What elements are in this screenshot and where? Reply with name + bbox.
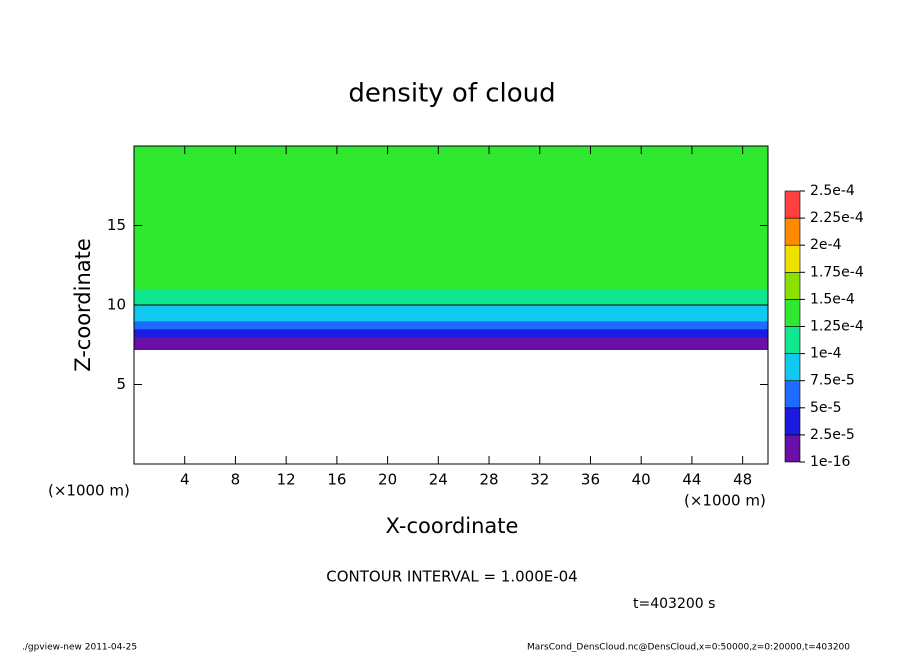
- x-tick-label: 4: [180, 471, 190, 489]
- x-tick-label: 36: [581, 471, 600, 489]
- field-band: [134, 328, 768, 338]
- colorbar-label: 1e-4: [810, 346, 842, 362]
- field-band: [134, 273, 768, 290]
- field-band: [134, 320, 768, 330]
- x-tick-label: 28: [479, 471, 498, 489]
- field-band: [134, 312, 768, 322]
- colorbar-label: 1e-16: [810, 454, 850, 470]
- colorbar-label: 2.25e-4: [810, 210, 864, 226]
- x-axis-label: X-coordinate: [386, 514, 519, 538]
- y-tick-label: 10: [107, 296, 126, 314]
- colorbar-segment: [784, 299, 801, 327]
- colorbar-label: 2.5e-4: [810, 183, 855, 199]
- field-band: [134, 209, 768, 242]
- field-band: [134, 305, 768, 314]
- field-band: [134, 146, 768, 179]
- x-unit: (×1000 m): [48, 482, 130, 500]
- field-band: [134, 241, 768, 274]
- y-tick-label: 5: [116, 375, 126, 393]
- x-tick-label: 16: [327, 471, 346, 489]
- colorbar-segment: [784, 271, 801, 300]
- colorbar-label: 1.75e-4: [810, 264, 864, 280]
- colorbar-segment: [784, 353, 801, 382]
- x-tick-label: 44: [682, 471, 701, 489]
- x-tick-label: 12: [277, 471, 296, 489]
- x-tick-label: 24: [429, 471, 448, 489]
- field-band: [134, 336, 768, 346]
- colorbar-label: 2.5e-5: [810, 427, 855, 443]
- y-axis-label: Z-coordinate: [71, 238, 95, 372]
- colorbar-segment: [784, 434, 801, 463]
- footer-left: ./gpview-new 2011-04-25: [22, 643, 137, 653]
- x-tick-label: 40: [632, 471, 651, 489]
- colorbar-segment: [784, 190, 801, 219]
- colorbar-label: 5e-5: [810, 400, 841, 416]
- field-band: [134, 289, 768, 306]
- colorbar-segment: [784, 217, 801, 246]
- time-label: t=403200 s: [633, 596, 715, 612]
- colorbar-segment: [784, 380, 801, 409]
- colorbar-label: 1.25e-4: [810, 319, 864, 335]
- x-tick-label: 20: [378, 471, 397, 489]
- chart-title: density of cloud: [348, 79, 555, 109]
- colorbar-segment: [784, 407, 801, 436]
- x-tick-label: 32: [530, 471, 549, 489]
- x-unit: (×1000 m): [684, 492, 766, 510]
- contour-interval: CONTOUR INTERVAL = 1.000E-04: [326, 568, 577, 586]
- field-band: [134, 344, 768, 351]
- x-tick-label: 8: [231, 471, 241, 489]
- y-tick-label: 15: [107, 216, 126, 234]
- field-band: [134, 177, 768, 211]
- x-tick-label: 48: [733, 471, 752, 489]
- footer-right: MarsCond_DensCloud.nc@DensCloud,x=0:5000…: [527, 643, 850, 653]
- colorbar-label: 1.5e-4: [810, 291, 855, 307]
- colorbar-label: 2e-4: [810, 237, 842, 253]
- colorbar-label: 7.5e-5: [810, 373, 855, 389]
- colorbar-segment: [784, 244, 801, 273]
- colorbar-segment: [784, 326, 801, 354]
